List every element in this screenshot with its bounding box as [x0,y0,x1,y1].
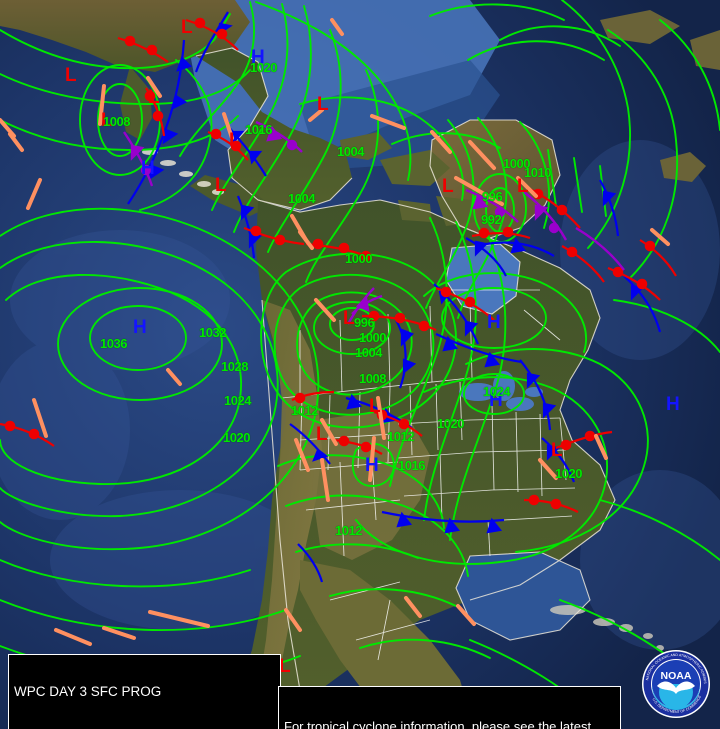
isobar-label: 1016 [245,122,272,137]
low-center-east-pacific: L [279,656,291,677]
isobar-label: 1028 [221,359,248,374]
occluded-fronts [123,120,625,325]
tropical-cyclone-notice-box: For tropical cyclone information, please… [278,686,621,729]
isobar-label: 1008 [359,371,386,386]
isobar-label: 1020 [223,430,250,445]
high-center-pacific: H [133,317,147,338]
low-center-northern-plains: L [343,308,355,329]
isobar-label: 996 [482,189,503,204]
high-center-bering: H [141,158,155,179]
isobar-label: 1020 [437,416,464,431]
isobar-label: 1004 [288,191,315,206]
isobar-label: 1020 [250,60,277,75]
low-center-se-greenland: L [517,176,529,197]
isobar-label: 1020 [555,466,582,481]
low-center-canadian-arctic: L [442,176,454,197]
low-center-beaufort-sea: L [317,94,329,115]
cyclone-notice-line1: For tropical cyclone information, please… [284,719,592,729]
isobar-label: 992 [481,212,502,227]
low-center-mid-atlantic: L [551,440,563,461]
low-center-gulf-of-alaska: L [215,175,227,196]
product-issued: ISSUED: 2149Z TUE JUL 23 2024 [14,727,276,729]
high-center-four-corners: H [365,455,379,476]
low-center-kamchatka: L [65,65,77,86]
isobar-label: 996 [354,315,375,330]
isobar-label: 1000 [345,251,372,266]
isobar-label: 1008 [103,114,130,129]
product-title: WPC DAY 3 SFC PROG [14,684,162,700]
isobar-label: 1024 [224,393,251,408]
isobar-label: 1012 [387,429,414,444]
isobar-label: 1024 [483,384,510,399]
low-center-aleutians: L [148,87,160,108]
high-center-bermuda: H [666,394,680,415]
isobar-label: 1016 [398,458,425,473]
cold-fronts [127,11,662,583]
high-center-chukotka: H [251,47,265,68]
high-center-hudson-bay: H [487,312,501,333]
product-header-box: WPC DAY 3 SFC PROG ISSUED: 2149Z TUE JUL… [8,654,281,729]
isobar-label: 1032 [199,325,226,340]
troughs [0,18,670,646]
low-center-alaska-interior: L [229,130,241,151]
isobar-label: 1012 [291,403,318,418]
low-center-bering: L [101,110,113,131]
high-center-great-lakes: H [489,390,503,411]
low-center-montana: L [369,396,381,417]
noaa-logo: NOAA NATIONAL OCEANIC AND ATMOSPHERIC AD… [640,648,710,718]
isobar-label: 1004 [337,144,364,159]
isobar-label: 1010 [524,165,551,180]
isobar-label: 1000 [359,330,386,345]
isobar-label: 1000 [503,156,530,171]
isobar-label: 1036 [100,336,127,351]
isobar-label: 1004 [355,345,382,360]
low-center-great-basin: L [316,424,328,445]
low-center-nw-pacific: L [181,17,193,38]
isobar-label: 1012 [335,523,362,538]
noaa-logo-text: NOAA [661,670,692,682]
warm-fronts [0,17,677,513]
